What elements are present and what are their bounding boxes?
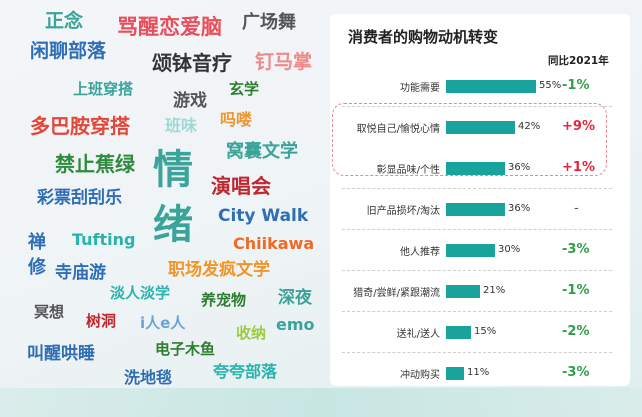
value-label: 36% — [508, 162, 531, 173]
value-label: 15% — [474, 326, 497, 337]
word-12: 禁止蕉绿 — [55, 152, 135, 176]
change-label: +1% — [562, 160, 595, 175]
word-2: 广场舞 — [242, 12, 296, 33]
bar — [446, 244, 495, 257]
word-35: 洗地毯 — [124, 368, 173, 387]
word-0: 正念 — [45, 10, 84, 32]
bar — [446, 367, 464, 380]
word-23: 寺庙游 — [55, 263, 106, 283]
category-label: 猎奇/尝鲜/紧跟潮流 — [353, 288, 440, 299]
word-27: 养宠物 — [201, 291, 247, 309]
word-21: Chiikawa — [233, 234, 315, 253]
word-5: 钉马掌 — [255, 51, 313, 73]
word-18: 绪 — [153, 202, 193, 248]
row-separator — [342, 106, 612, 107]
change-label: +9% — [562, 119, 595, 134]
value-label: 30% — [498, 244, 521, 255]
word-26: 冥想 — [34, 303, 65, 321]
chart-row: 冲动购买 11% -3% — [330, 363, 630, 383]
category-label: 旧产品损坏/淘汰 — [366, 206, 440, 217]
word-cloud: 正念 骂醒恋爱脑 广场舞 闲聊部落 颂钵音疗 钉马掌 上班穿搭 游戏 玄学 多巴… — [27, 10, 315, 387]
word-4: 颂钵音疗 — [152, 51, 232, 75]
category-label: 彰显品味/个性 — [376, 165, 440, 176]
word-16: 演唱会 — [211, 174, 271, 198]
bar — [446, 203, 505, 216]
word-24: 职场发疯文学 — [168, 260, 270, 280]
chart-row: 取悦自己/愉悦心情 42% +9% — [330, 117, 630, 137]
word-34: 电子木鱼 — [155, 340, 216, 358]
word-10: 班味 — [165, 116, 198, 135]
word-14: 窝囊文学 — [226, 141, 298, 162]
category-label: 功能需要 — [400, 83, 440, 94]
category-label: 取悦自己/愉悦心情 — [356, 124, 440, 135]
word-11: 吗喽 — [220, 110, 253, 129]
word-31: emo — [276, 315, 315, 334]
word-25: 淡人淡学 — [110, 284, 171, 302]
change-label: -3% — [562, 365, 590, 380]
bar — [446, 121, 515, 134]
row-separator — [342, 352, 612, 353]
value-label: 11% — [467, 367, 490, 378]
category-label: 他人推荐 — [400, 247, 440, 258]
value-label: 42% — [518, 121, 541, 132]
change-column-header: 同比2021年 — [548, 55, 609, 67]
word-32: 收纳 — [236, 324, 267, 342]
bar — [446, 326, 471, 339]
chart-row: 彰显品味/个性 36% +1% — [330, 158, 630, 178]
value-label: 36% — [508, 203, 531, 214]
word-33: 叫醒哄睡 — [27, 344, 95, 364]
change-label: -1% — [562, 78, 590, 93]
category-label: 送礼/送人 — [396, 329, 440, 340]
row-separator — [342, 270, 612, 271]
row-separator — [342, 188, 612, 189]
chart-row: 功能需要 55% -1% — [330, 76, 630, 96]
chart-row: 送礼/送人 15% -2% — [330, 322, 630, 342]
chart-row: 猎奇/尝鲜/紧跟潮流 21% -1% — [330, 281, 630, 301]
chart-row: 他人推荐 30% -3% — [330, 240, 630, 260]
word-15: 彩票刮刮乐 — [37, 188, 122, 208]
change-label: -3% — [562, 242, 590, 257]
row-separator — [342, 311, 612, 312]
word-7: 游戏 — [173, 91, 207, 111]
word-19: 禅 — [28, 232, 46, 253]
bar — [446, 80, 536, 93]
decorative-strip — [0, 388, 642, 417]
word-29: 树洞 — [86, 312, 117, 330]
change-label: -2% — [562, 324, 590, 339]
change-label: -1% — [562, 283, 590, 298]
bar — [446, 285, 480, 298]
value-label: 21% — [483, 285, 506, 296]
bar — [446, 162, 505, 175]
category-label: 冲动购买 — [400, 370, 440, 381]
change-label: - — [574, 201, 579, 216]
word-20: Tufting — [72, 230, 136, 249]
word-9: 多巴胺穿搭 — [30, 114, 130, 138]
word-17: City Walk — [218, 206, 309, 226]
word-13: 情 — [153, 147, 193, 193]
word-8: 玄学 — [229, 80, 260, 98]
word-22: 修 — [28, 257, 46, 278]
word-6: 上班穿搭 — [73, 80, 134, 98]
motivation-chart-panel: 消费者的购物动机转变 同比2021年 功能需要 55% -1% 取悦自己/愉悦心情 42… — [330, 14, 630, 386]
chart-row: 旧产品损坏/淘汰 36% - — [330, 199, 630, 219]
row-separator — [342, 229, 612, 230]
word-30: i人e人 — [140, 314, 186, 332]
word-28: 深夜 — [278, 288, 312, 308]
word-3: 闲聊部落 — [30, 40, 107, 62]
value-label: 55% — [539, 80, 562, 91]
chart-title: 消费者的购物动机转变 — [348, 28, 499, 46]
highlight-box — [332, 103, 607, 176]
word-1: 骂醒恋爱脑 — [117, 15, 222, 39]
word-36: 夸夸部落 — [213, 362, 278, 381]
